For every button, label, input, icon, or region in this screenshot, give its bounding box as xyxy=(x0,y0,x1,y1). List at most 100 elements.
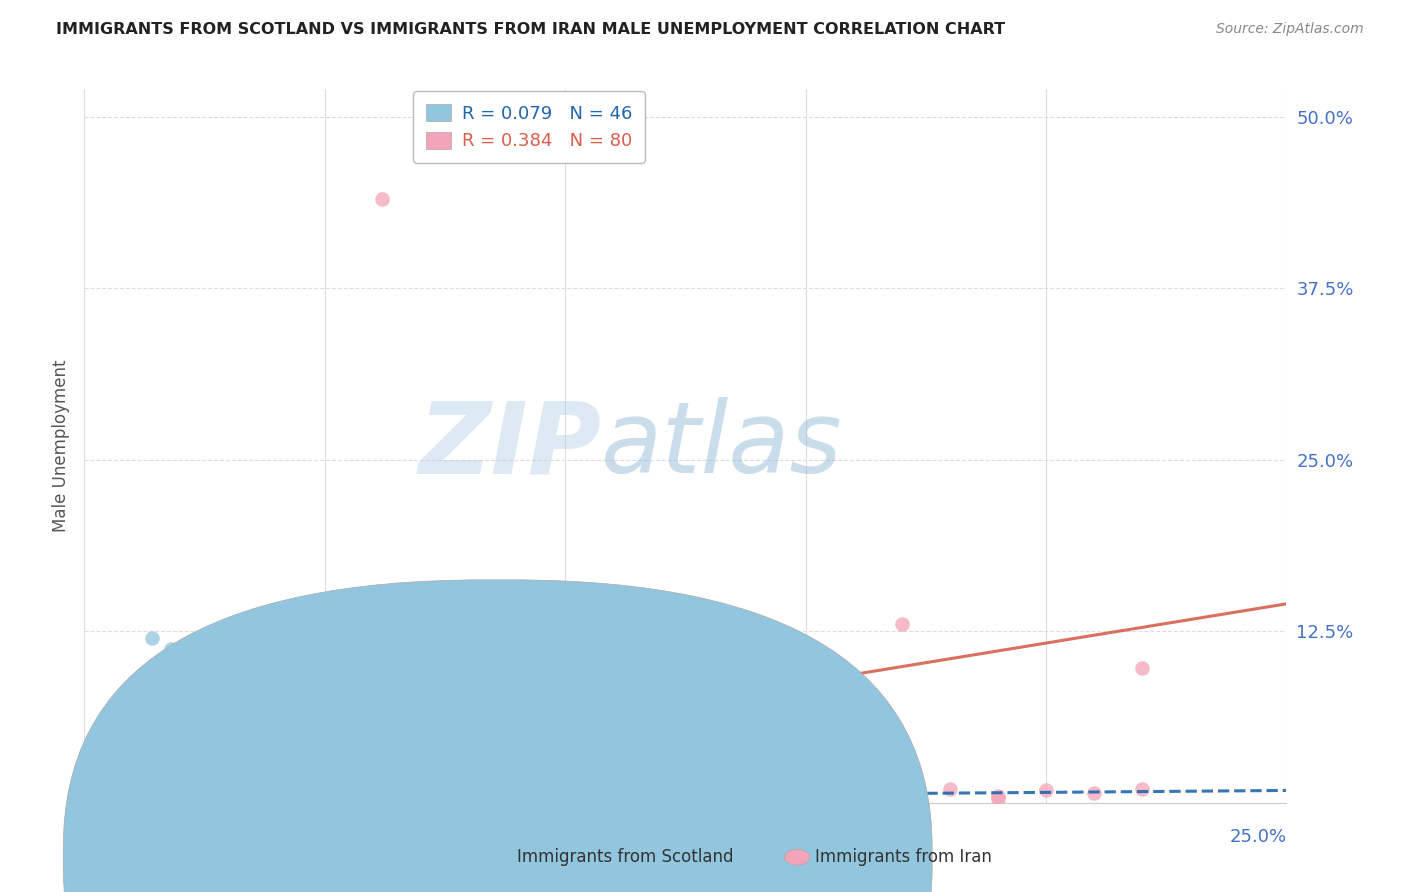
Point xyxy=(111,782,134,797)
Point xyxy=(107,791,129,805)
Point xyxy=(111,789,134,803)
Point xyxy=(150,785,173,799)
Point xyxy=(121,786,143,800)
Y-axis label: Male Unemployment: Male Unemployment xyxy=(52,359,70,533)
Point xyxy=(150,786,173,800)
Point xyxy=(218,790,240,805)
Point xyxy=(131,790,153,805)
Point xyxy=(117,790,139,805)
Point xyxy=(280,783,302,797)
Point xyxy=(198,791,221,805)
Point xyxy=(578,783,600,797)
Point xyxy=(131,785,153,799)
Point xyxy=(1035,783,1057,797)
Point xyxy=(107,791,129,805)
Point xyxy=(371,192,394,206)
Point xyxy=(127,789,149,803)
Point xyxy=(1130,661,1153,675)
Point xyxy=(314,788,336,802)
Point xyxy=(290,789,312,803)
Point xyxy=(87,789,110,803)
Point xyxy=(294,780,316,794)
Point xyxy=(117,785,139,799)
Point xyxy=(987,789,1010,803)
Point xyxy=(208,788,231,802)
Point xyxy=(103,785,125,799)
Point xyxy=(165,786,187,800)
Point xyxy=(987,791,1010,805)
Point xyxy=(141,631,163,645)
Point xyxy=(165,788,187,802)
Point xyxy=(266,790,288,805)
Point xyxy=(121,791,143,805)
Point xyxy=(1083,786,1105,800)
Point xyxy=(93,788,115,802)
Point xyxy=(169,791,191,805)
Point xyxy=(87,785,110,799)
Point xyxy=(111,783,134,797)
Point xyxy=(145,780,167,794)
Point xyxy=(87,793,110,807)
Text: 0.0%: 0.0% xyxy=(84,828,129,846)
Point xyxy=(530,786,553,800)
Point xyxy=(83,786,105,800)
Point xyxy=(117,790,139,805)
Point xyxy=(169,782,191,797)
Point xyxy=(409,783,432,797)
Point xyxy=(107,780,129,795)
Point xyxy=(107,786,129,800)
Point xyxy=(117,785,139,799)
Point xyxy=(434,785,457,799)
Point xyxy=(650,604,672,618)
Point xyxy=(188,789,211,803)
Point xyxy=(174,786,197,800)
Point xyxy=(939,782,962,797)
Point xyxy=(77,789,100,803)
Point xyxy=(97,789,120,803)
Text: IMMIGRANTS FROM SCOTLAND VS IMMIGRANTS FROM IRAN MALE UNEMPLOYMENT CORRELATION C: IMMIGRANTS FROM SCOTLAND VS IMMIGRANTS F… xyxy=(56,22,1005,37)
Point xyxy=(93,791,115,805)
Point xyxy=(97,788,120,802)
Point xyxy=(242,789,264,803)
Point xyxy=(83,791,105,805)
Point xyxy=(141,789,163,803)
Point xyxy=(458,782,481,797)
Point xyxy=(226,783,249,797)
Point xyxy=(208,782,231,797)
Point xyxy=(747,782,769,797)
Point xyxy=(77,789,100,803)
Point xyxy=(145,785,167,799)
Point xyxy=(87,790,110,805)
Point xyxy=(1130,782,1153,797)
Point xyxy=(97,783,120,797)
Point xyxy=(111,789,134,803)
Point xyxy=(77,796,100,810)
Point xyxy=(333,783,356,797)
Point xyxy=(174,785,197,799)
Point xyxy=(135,790,157,805)
Point xyxy=(246,791,269,805)
FancyBboxPatch shape xyxy=(63,580,932,892)
Point xyxy=(391,782,413,797)
Text: Immigrants from Scotland: Immigrants from Scotland xyxy=(517,848,734,866)
Point xyxy=(179,790,201,805)
Point xyxy=(198,785,221,799)
Point xyxy=(218,786,240,800)
Point xyxy=(127,783,149,797)
Point xyxy=(699,785,721,799)
Point xyxy=(93,791,115,805)
Point xyxy=(352,788,374,802)
Point xyxy=(842,791,865,805)
Point xyxy=(155,790,177,805)
Point xyxy=(626,782,648,797)
Point xyxy=(842,782,865,797)
Text: ZIP: ZIP xyxy=(418,398,602,494)
Point xyxy=(83,791,105,805)
Point xyxy=(97,793,120,807)
Point xyxy=(145,789,167,803)
Point xyxy=(232,789,254,803)
Point xyxy=(87,783,110,797)
Point xyxy=(131,788,153,802)
Point xyxy=(256,785,278,799)
Point xyxy=(83,786,105,800)
